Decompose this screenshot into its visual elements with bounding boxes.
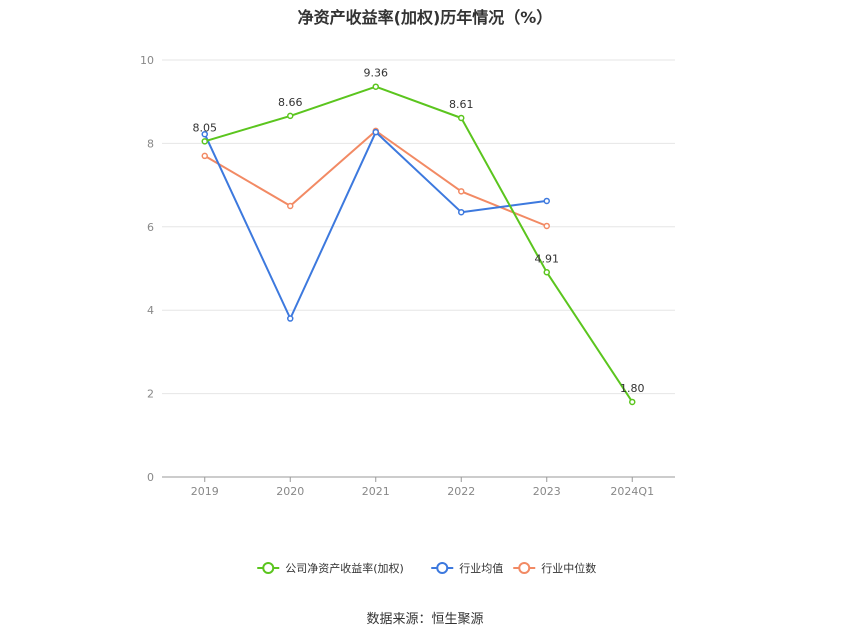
x-tick-label: 2022 — [447, 485, 475, 498]
legend-label: 行业均值 — [459, 562, 503, 575]
data-label: 8.66 — [278, 96, 303, 109]
legend-marker — [436, 562, 449, 574]
legend-item: 公司净资产收益率(加权) — [257, 561, 404, 575]
legend-marker — [262, 562, 275, 574]
data-point — [458, 188, 465, 195]
chart-title: 净资产收益率(加权)历年情况（%） — [297, 8, 553, 27]
data-point — [629, 398, 636, 406]
data-point — [201, 152, 208, 160]
y-tick-label: 2 — [147, 388, 154, 401]
data-point — [287, 315, 294, 322]
legend-label: 公司净资产收益率(加权) — [285, 561, 404, 575]
data-label: 8.61 — [449, 98, 474, 111]
data-point — [372, 83, 379, 90]
x-tick-label: 2021 — [362, 485, 390, 498]
legend-marker — [518, 562, 531, 574]
data-point — [287, 202, 294, 210]
y-tick-label: 6 — [147, 221, 154, 234]
x-tick-label: 2023 — [533, 485, 561, 498]
series-line — [204, 85, 634, 403]
data-point — [201, 138, 208, 145]
y-tick-label: 4 — [147, 304, 154, 317]
legend-label: 行业中位数 — [541, 561, 596, 575]
data-label: 4.91 — [535, 252, 560, 265]
data-label: 9.36 — [364, 67, 389, 80]
data-point — [543, 269, 550, 276]
y-tick-label: 0 — [147, 471, 154, 484]
data-point — [287, 112, 294, 120]
data-label: 8.05 — [193, 121, 218, 134]
data-point — [372, 128, 379, 136]
series-line — [203, 131, 547, 320]
x-tick-label: 2020 — [276, 485, 304, 498]
data-point — [458, 114, 465, 122]
x-tick-label: 2019 — [191, 485, 219, 498]
y-tick-label: 8 — [147, 137, 154, 150]
data-point — [543, 222, 550, 230]
legend-item: 行业中位数 — [513, 561, 596, 575]
x-tick-label: 2024Q1 — [610, 485, 654, 498]
y-tick-label: 10 — [140, 54, 154, 67]
data-point — [543, 197, 550, 205]
data-point — [458, 208, 465, 216]
data-label: 1.80 — [620, 382, 645, 395]
source-note: 数据来源：恒生聚源 — [366, 612, 484, 627]
data-point — [201, 130, 208, 138]
legend-item: 行业均值 — [431, 562, 503, 575]
